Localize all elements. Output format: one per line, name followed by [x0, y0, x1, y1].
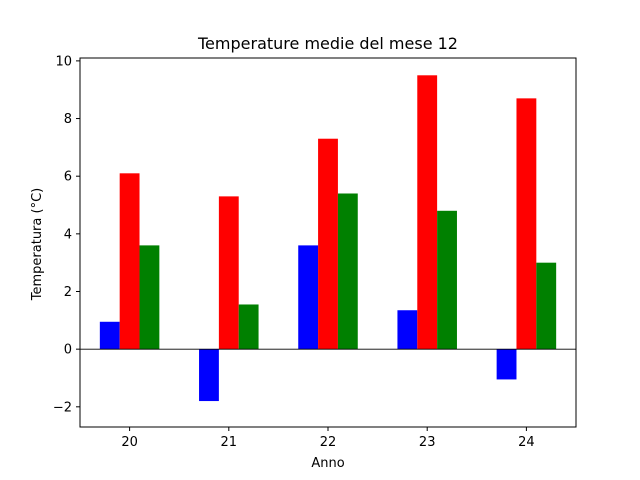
y-tick-label: 8: [64, 112, 72, 127]
bar: [536, 262, 557, 350]
chart-title: Temperature medie del mese 12: [197, 34, 458, 53]
bar: [516, 98, 537, 350]
y-tick-label: 6: [64, 170, 72, 185]
y-tick-label: 0: [64, 343, 72, 358]
bar: [337, 193, 358, 350]
y-tick-label: −2: [53, 400, 72, 415]
bar: [318, 138, 338, 350]
bar: [437, 210, 457, 350]
bar: [199, 349, 219, 402]
bar: [496, 349, 517, 380]
bar: [218, 196, 239, 350]
bar: [397, 310, 418, 350]
x-tick-label: 21: [221, 435, 238, 450]
bar: [417, 75, 438, 350]
x-axis-label: Anno: [311, 456, 344, 471]
x-tick-label: 24: [518, 435, 535, 450]
bar: [238, 304, 259, 350]
bar: [99, 321, 120, 350]
y-axis-label: Temperatura (°C): [30, 188, 45, 301]
x-tick-label: 20: [121, 435, 138, 450]
y-tick-label: 2: [64, 285, 72, 300]
y-tick-label: 4: [64, 227, 72, 242]
bar: [139, 245, 160, 350]
x-tick-label: 23: [419, 435, 436, 450]
bar: [119, 173, 140, 350]
bar: [298, 245, 319, 350]
x-tick-label: 22: [320, 435, 337, 450]
y-tick-label: 10: [55, 54, 72, 69]
